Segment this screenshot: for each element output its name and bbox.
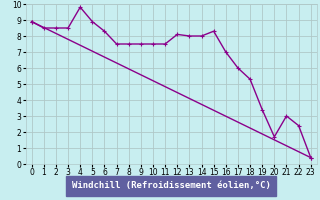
X-axis label: Windchill (Refroidissement éolien,°C): Windchill (Refroidissement éolien,°C) — [72, 181, 271, 190]
